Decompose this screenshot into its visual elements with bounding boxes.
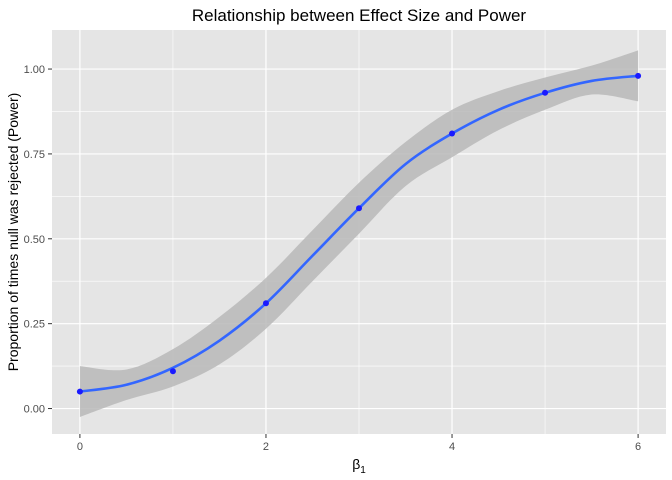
y-tick-label: 0.25: [24, 319, 45, 331]
x-tick-label: 4: [449, 441, 455, 453]
x-tick-label: 2: [263, 441, 269, 453]
chart-title: Relationship between Effect Size and Pow…: [192, 6, 527, 25]
y-tick-label: 0.50: [24, 234, 45, 246]
data-point: [356, 205, 362, 212]
x-axis-title-main: β: [352, 456, 360, 472]
confidence-band: [79, 50, 639, 418]
x-axis-title-subscript: 1: [360, 465, 366, 476]
y-tick-label: 0.75: [24, 149, 45, 161]
confidence-band-layer: [79, 50, 639, 418]
grid-major: [52, 30, 666, 434]
data-point: [542, 89, 549, 96]
x-axis-ticks: 0 2 4 6: [77, 434, 641, 453]
data-point: [635, 72, 642, 79]
y-tick-label: 0.00: [24, 404, 45, 416]
y-axis-title: Proportion of times null was rejected (P…: [5, 93, 21, 372]
x-tick-label: 6: [635, 441, 641, 453]
y-tick-label: 1.00: [24, 64, 45, 76]
data-point: [169, 368, 176, 375]
data-point: [262, 300, 269, 307]
x-tick-label: 0: [77, 441, 83, 453]
data-point: [449, 130, 456, 137]
y-axis-ticks: 0.00 0.25 0.50 0.75 1.00: [24, 64, 52, 416]
points-layer: [76, 72, 642, 395]
x-axis-title: β1: [352, 456, 366, 476]
data-point: [76, 388, 83, 395]
